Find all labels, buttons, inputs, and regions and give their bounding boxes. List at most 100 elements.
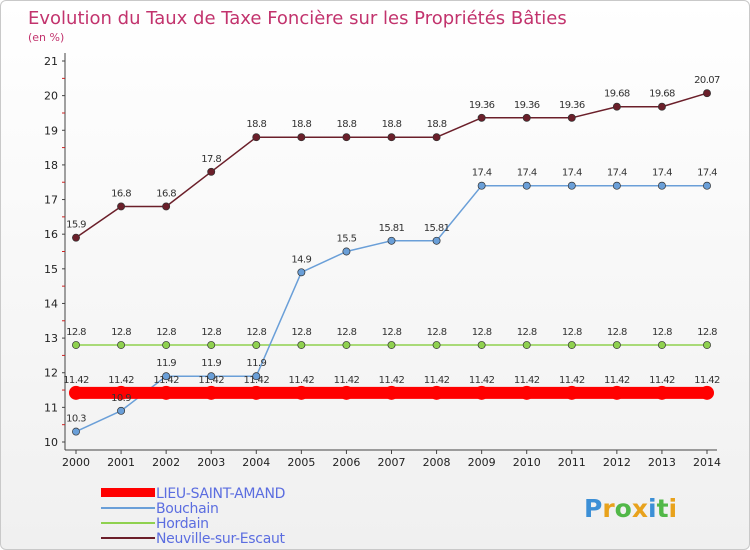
x-tick-label: 2009	[468, 456, 496, 469]
data-point	[387, 341, 396, 349]
proxiti-logo: Proxiti	[584, 494, 677, 523]
x-tick-label: 2008	[423, 456, 451, 469]
data-label: 18.8	[336, 119, 356, 130]
data-point	[522, 341, 531, 349]
data-label: 18.8	[382, 119, 402, 130]
logo-text: Proxiti	[584, 494, 677, 523]
x-tick-label: 2005	[287, 456, 315, 469]
legend-swatch	[101, 488, 155, 497]
data-label: 18.8	[427, 119, 447, 130]
data-label: 12.8	[472, 327, 492, 338]
data-label: 17.4	[562, 168, 582, 179]
data-point	[249, 385, 264, 400]
data-label: 11.42	[289, 375, 315, 386]
data-point	[162, 372, 171, 381]
y-tick-label: 14	[44, 297, 58, 310]
data-label: 12.8	[607, 327, 627, 338]
data-label: 11.42	[379, 375, 405, 386]
series-line	[75, 92, 708, 239]
data-point	[384, 385, 399, 400]
data-label: 12.8	[66, 327, 86, 338]
data-point	[522, 113, 531, 122]
data-point	[564, 385, 579, 400]
data-labels-lieu-saint-amand: 11.42 11.42 11.42 11.42 11.42 11.42 11.42 11.42…	[63, 375, 720, 386]
data-point	[477, 341, 486, 349]
data-label: 12.8	[697, 327, 717, 338]
data-label: 11.42	[334, 375, 360, 386]
data-label: 16.8	[156, 188, 176, 199]
data-point	[567, 341, 576, 349]
data-point	[159, 385, 174, 400]
data-point	[342, 133, 351, 142]
x-tick-label: 2006	[332, 456, 360, 469]
data-point	[477, 181, 486, 190]
data-point	[297, 268, 306, 277]
data-point	[609, 385, 624, 400]
data-point	[703, 181, 711, 190]
data-point	[612, 341, 621, 349]
data-point	[387, 236, 396, 245]
series-neuville-sur-escaut	[72, 89, 711, 242]
data-label: 11.9	[246, 358, 266, 369]
data-label: 11.42	[514, 375, 540, 386]
data-label: 11.42	[198, 375, 224, 386]
data-point	[207, 167, 216, 176]
data-point	[474, 385, 489, 400]
data-label: 17.4	[517, 168, 537, 179]
data-point	[612, 181, 621, 190]
y-tick-label: 18	[44, 159, 58, 172]
data-point	[117, 202, 126, 211]
data-label: 18.8	[291, 119, 311, 130]
data-point	[567, 181, 576, 190]
data-point	[297, 133, 306, 142]
data-label: 11.42	[63, 375, 89, 386]
data-point	[657, 341, 666, 349]
data-label: 17.8	[201, 154, 221, 165]
data-labels-bouchain: 10.3 10.9 11.9 11.9 11.9 14.9 15.5 15.81 15.81 17…	[66, 168, 718, 425]
chart-subtitle: (en %)	[28, 31, 64, 44]
legend-label: Neuville-sur-Escaut	[156, 531, 286, 547]
data-label: 11.42	[469, 375, 495, 386]
data-point	[654, 385, 669, 400]
y-tick-label: 10	[44, 436, 58, 449]
data-label: 12.8	[382, 327, 402, 338]
x-tick-label: 2000	[62, 456, 90, 469]
data-point	[700, 385, 714, 400]
data-label: 19.68	[649, 89, 675, 100]
data-label: 10.3	[66, 414, 86, 425]
data-point	[114, 385, 129, 400]
series-lieu-saint-amand	[69, 385, 714, 400]
data-label: 19.36	[514, 100, 540, 111]
data-point	[252, 133, 261, 142]
data-point	[72, 341, 80, 349]
data-point	[432, 341, 441, 349]
data-label: 12.8	[246, 327, 266, 338]
data-point	[432, 133, 441, 142]
data-label: 20.07	[694, 75, 720, 86]
data-label: 11.42	[243, 375, 269, 386]
data-point	[657, 181, 666, 190]
x-tick-label: 2001	[107, 456, 135, 469]
data-label: 16.8	[111, 188, 131, 199]
data-label: 12.8	[111, 327, 131, 338]
data-label: 19.36	[559, 100, 585, 111]
data-point	[703, 341, 711, 349]
data-label: 11.42	[604, 375, 630, 386]
series-bouchain	[72, 181, 711, 436]
data-point	[162, 202, 171, 211]
data-label: 12.8	[517, 327, 537, 338]
data-label: 17.4	[607, 168, 627, 179]
data-point	[522, 181, 531, 190]
legend-label: Hordain	[156, 516, 209, 532]
data-point	[72, 233, 80, 242]
x-tick-label: 2004	[242, 456, 270, 469]
data-label: 15.5	[336, 234, 356, 245]
data-point	[339, 385, 354, 400]
y-tick-label: 16	[44, 228, 58, 241]
data-label: 11.42	[153, 375, 179, 386]
data-label: 11.42	[694, 375, 720, 386]
data-label: 19.36	[469, 100, 495, 111]
data-point	[204, 385, 219, 400]
